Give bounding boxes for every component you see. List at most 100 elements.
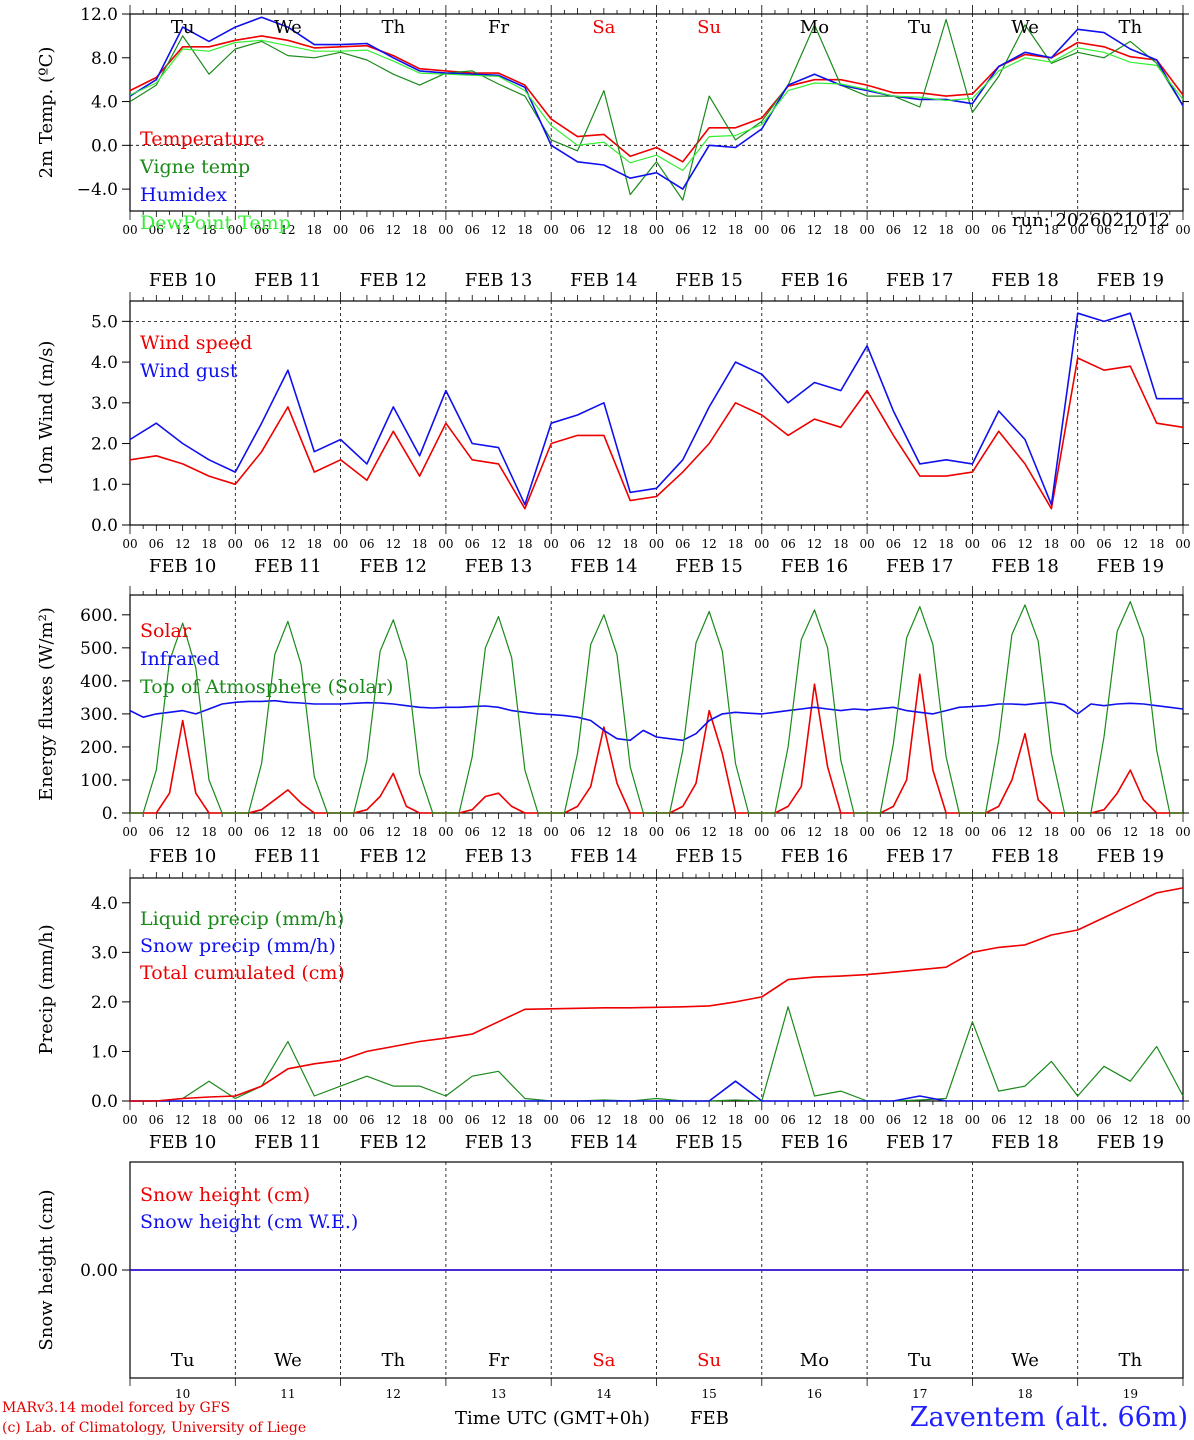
hour-tick-label: 00	[122, 825, 137, 839]
hour-tick-label: 12	[1123, 825, 1138, 839]
day-name-label: Sa	[592, 17, 615, 38]
hour-tick-label: 18	[412, 537, 427, 551]
y-tick-label: 0.0	[91, 136, 118, 156]
date-label: FEB 16	[781, 1132, 848, 1153]
y-tick-label: 600.	[80, 606, 118, 626]
hour-tick-label: 00	[438, 223, 453, 237]
y-tick-label: 400.	[80, 672, 118, 692]
y-tick-label: 4.0	[91, 894, 118, 914]
hour-tick-label: 12	[702, 537, 717, 551]
y-tick-label: 3.0	[91, 943, 118, 963]
hour-tick-label: 18	[1044, 1113, 1059, 1127]
date-label: FEB 15	[675, 556, 742, 577]
date-label: FEB 17	[886, 1132, 953, 1153]
date-label: FEB 15	[675, 1132, 742, 1153]
hour-tick-label: 12	[702, 223, 717, 237]
day-name-label: Th	[381, 17, 405, 38]
date-label: FEB 15	[675, 846, 742, 867]
hour-tick-label: 18	[833, 1113, 848, 1127]
series-line-total-cumulated-cm-	[130, 887, 1184, 1102]
hour-tick-label: 18	[1149, 223, 1164, 237]
hour-tick-label: 18	[728, 1113, 743, 1127]
legend-entry: Wind gust	[140, 360, 238, 382]
hour-tick-label: 06	[254, 1113, 269, 1127]
hour-tick-label: 12	[280, 537, 295, 551]
hour-tick-label: 18	[833, 223, 848, 237]
date-label: FEB 19	[1097, 270, 1164, 291]
hour-tick-label: 06	[780, 825, 795, 839]
hour-tick-label: 06	[675, 1113, 690, 1127]
hour-tick-label: 12	[175, 1113, 190, 1127]
hour-tick-label: 18	[833, 537, 848, 551]
day-number-label: 16	[807, 1387, 822, 1401]
day-name-label: We	[274, 1350, 302, 1371]
day-number-label: 15	[702, 1387, 717, 1401]
x-axis-month: FEB	[690, 1408, 729, 1429]
hour-tick-label: 00	[228, 1113, 243, 1127]
hour-tick-label: 18	[1149, 537, 1164, 551]
y-tick-label: 4.0	[91, 93, 118, 113]
day-name-label: Tu	[908, 17, 932, 38]
panel-2: 00 06 12 18 00 06 12 18 00 06 12 18 00 06 12 18 00 06 12 18…	[36, 292, 1191, 577]
hour-tick-label: 18	[1044, 825, 1059, 839]
day-number-label: 11	[280, 1387, 295, 1401]
y-tick-label: −4.0	[77, 180, 118, 200]
date-label: FEB 18	[991, 556, 1058, 577]
hour-tick-label: 00	[754, 537, 769, 551]
run-label: run: 2026021012	[1012, 210, 1170, 231]
hour-tick-label: 00	[754, 223, 769, 237]
hour-tick-label: 00	[333, 537, 348, 551]
y-axis-label: Precip (mm/h)	[36, 924, 57, 1054]
date-label: FEB 13	[465, 556, 532, 577]
y-tick-label: 0.00	[80, 1261, 118, 1281]
day-name-label: Th	[381, 1350, 405, 1371]
model-credit-line: MARv3.14 model forced by GFS	[2, 1400, 231, 1416]
hour-tick-label: 06	[465, 537, 480, 551]
panel-frame	[129, 300, 1184, 526]
hour-tick-label: 12	[280, 223, 295, 237]
date-label: FEB 17	[886, 556, 953, 577]
hour-tick-label: 18	[412, 1113, 427, 1127]
date-label: FEB 11	[254, 846, 321, 867]
legend-entry: Solar	[140, 620, 192, 642]
hour-tick-label: 18	[623, 825, 638, 839]
hour-tick-label: 12	[596, 223, 611, 237]
date-label: FEB 13	[465, 846, 532, 867]
hour-tick-label: 18	[623, 223, 638, 237]
date-label: FEB 16	[781, 556, 848, 577]
hour-tick-label: 12	[596, 537, 611, 551]
y-tick-label: 4.0	[91, 353, 118, 373]
hour-tick-label: 18	[307, 1113, 322, 1127]
hour-tick-label: 06	[991, 1113, 1006, 1127]
legend-entry: Vigne temp	[139, 156, 250, 178]
hour-tick-label: 06	[991, 537, 1006, 551]
date-label: FEB 11	[254, 1132, 321, 1153]
hour-tick-label: 12	[912, 1113, 927, 1127]
hour-tick-label: 18	[938, 223, 953, 237]
date-label: FEB 12	[360, 270, 427, 291]
day-number-label: 12	[386, 1387, 401, 1401]
hour-tick-label: 12	[807, 537, 822, 551]
y-tick-label: 0.0	[91, 516, 118, 536]
date-label: FEB 19	[1097, 1132, 1164, 1153]
day-number-label: 18	[1017, 1387, 1032, 1401]
hour-tick-label: 00	[859, 825, 874, 839]
hour-tick-label: 12	[1123, 1113, 1138, 1127]
day-name-label: We	[1011, 1350, 1039, 1371]
hour-tick-label: 18	[1044, 537, 1059, 551]
hour-tick-label: 00	[859, 223, 874, 237]
hour-tick-label: 18	[307, 223, 322, 237]
date-label: FEB 14	[570, 1132, 637, 1153]
hour-tick-label: 06	[991, 223, 1006, 237]
hour-tick-label: 00	[544, 825, 559, 839]
day-name-label: Mo	[800, 1350, 829, 1371]
hour-tick-label: 06	[254, 223, 269, 237]
day-name-label: Tu	[171, 1350, 195, 1371]
hour-tick-label: 18	[623, 537, 638, 551]
x-axis-title: Time UTC (GMT+0h)	[455, 1408, 650, 1429]
hour-tick-label: 12	[1017, 223, 1032, 237]
hour-tick-label: 06	[1096, 1113, 1111, 1127]
y-tick-label: 3.0	[91, 394, 118, 414]
hour-tick-label: 12	[1017, 1113, 1032, 1127]
hour-tick-label: 06	[149, 825, 164, 839]
